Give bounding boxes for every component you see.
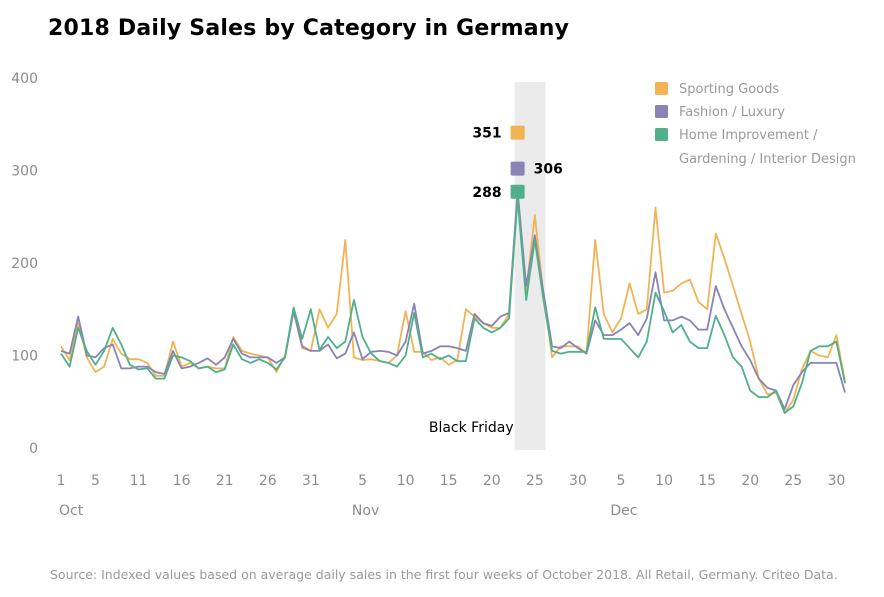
legend-swatch [655,82,668,95]
legend-swatch [655,105,668,118]
series-line-1 [60,189,846,411]
series-lines [60,189,846,414]
x-tick-label: 20 [741,473,759,489]
annotation-marker [510,184,525,199]
x-tick-label: 15 [440,473,458,489]
x-tick-label: 30 [569,473,587,489]
legend: Sporting Goods Fashion / Luxury Home Impro… [655,82,856,167]
x-tick-label: 5 [91,473,100,489]
y-tick-label: 300 [11,164,38,180]
x-axis-ticks: 1 5 11 16 21 26 31 5 10 15 20 25 30 5 10 15 20 25 30 [57,473,846,489]
series-line-2 [60,197,846,414]
series-line-0 [60,189,846,414]
x-tick-label: 10 [397,473,415,489]
x-tick-label: 25 [526,473,544,489]
x-tick-label: 31 [302,473,320,489]
month-label: Oct [59,503,84,519]
point-annotations: 351 306 288 [472,125,563,201]
x-tick-label: 30 [827,473,845,489]
x-tick-label: 11 [130,473,148,489]
chart-title: 2018 Daily Sales by Category in Germany [48,16,570,41]
legend-label: Sporting Goods [679,82,779,97]
x-tick-label: 10 [655,473,673,489]
source-note: Source: Indexed values based on average … [50,567,838,582]
x-tick-label: 21 [216,473,234,489]
annotation-marker [510,125,525,140]
annotation-marker [510,161,525,176]
annotation-label: 351 [472,126,501,142]
y-axis-ticks: 0 100 200 300 400 [11,71,38,457]
annotation-label: 288 [472,185,501,201]
month-label: Nov [352,503,379,519]
x-tick-label: 26 [259,473,277,489]
x-tick-label: 5 [358,473,367,489]
y-tick-label: 100 [11,349,38,365]
y-tick-label: 0 [29,441,38,457]
y-tick-label: 400 [11,71,38,87]
x-tick-label: 5 [617,473,626,489]
x-tick-label: 20 [483,473,501,489]
annotation-label: 306 [534,162,563,178]
legend-swatch [655,128,668,141]
x-tick-label: 25 [784,473,802,489]
legend-label: Fashion / Luxury [679,105,785,120]
x-tick-label: 1 [57,473,66,489]
legend-label: Home Improvement / [679,128,818,143]
black-friday-label: Black Friday [429,420,514,436]
y-tick-label: 200 [11,256,38,272]
x-tick-label: 15 [698,473,716,489]
month-labels: Oct Nov Dec [59,503,637,519]
month-label: Dec [610,503,637,519]
x-tick-label: 16 [173,473,191,489]
legend-label: Gardening / Interior Design [679,152,856,167]
